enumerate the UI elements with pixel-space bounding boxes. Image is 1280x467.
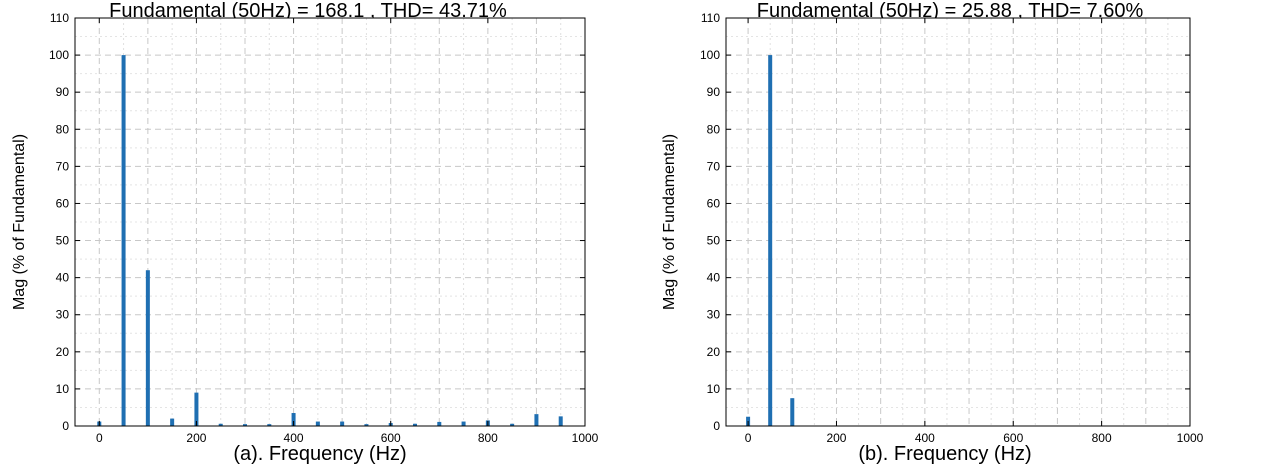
bar-b-100hz [790, 398, 795, 426]
y-axis-label-b: Mag (% of Fundamental) [661, 134, 678, 310]
y-tick-label: 90 [707, 85, 721, 99]
x-tick-label: 400 [915, 431, 935, 445]
bar-a-100hz [145, 270, 150, 426]
y-tick-label: 110 [50, 11, 69, 25]
y-tick-label: 50 [56, 234, 70, 248]
x-tick-label: 200 [186, 431, 206, 445]
y-tick-label: 110 [701, 11, 720, 25]
bar-a-250hz [218, 423, 223, 426]
chart-title-a: Fundamental (50Hz) = 168.1 , THD= 43.71% [109, 0, 507, 22]
x-tick-label: 0 [745, 431, 752, 445]
y-tick-label: 70 [56, 159, 70, 173]
x-tick-label: 800 [1092, 431, 1112, 445]
bar-a-300hz [243, 424, 247, 426]
axes-box-a [74, 17, 586, 427]
y-tick-label: 60 [56, 196, 70, 210]
y-tick-label: 30 [56, 308, 70, 322]
bar-a-500hz [340, 421, 345, 426]
x-tick-label: 200 [826, 431, 846, 445]
bar-a-750hz [461, 421, 466, 426]
y-tick-label: 90 [56, 85, 70, 99]
y-tick-label: 20 [56, 345, 70, 359]
y-axis-label-a: Mag (% of Fundamental) [11, 134, 28, 310]
y-tick-label: 40 [56, 271, 70, 285]
bar-a-450hz [315, 421, 320, 426]
x-tick-label: 800 [478, 431, 498, 445]
x-tick-label: 0 [96, 431, 103, 445]
y-tick-label: 20 [707, 345, 721, 359]
bar-a-50hz [121, 55, 126, 426]
bar-b-50hz [768, 55, 773, 426]
x-axis-label-b: (b). Frequency (Hz) [858, 443, 1031, 465]
axes-box-b [725, 17, 1191, 427]
y-tick-label: 70 [707, 159, 721, 173]
bar-a-150hz [170, 418, 175, 426]
bar-a-200hz [194, 392, 199, 426]
bar-a-650hz [413, 423, 417, 426]
y-tick-label: 50 [707, 234, 721, 248]
x-tick-label: 1000 [1177, 431, 1204, 445]
x-tick-label: 600 [381, 431, 401, 445]
chart-panel-b: Fundamental (50Hz) = 25.88 , THD= 7.60% … [661, 0, 1204, 465]
x-tick-label: 600 [1003, 431, 1023, 445]
bar-a-900hz [534, 414, 539, 426]
y-tick-label: 10 [707, 382, 721, 396]
bar-a-350hz [267, 424, 272, 426]
y-tick-label: 0 [713, 419, 720, 433]
y-tick-label: 10 [56, 382, 70, 396]
x-tick-label: 400 [284, 431, 304, 445]
y-tick-label: 30 [707, 308, 721, 322]
bar-a-950hz [558, 416, 563, 426]
y-tick-label: 0 [62, 419, 69, 433]
y-tick-label: 100 [49, 48, 69, 62]
y-tick-label: 100 [700, 48, 720, 62]
y-tick-label: 80 [56, 122, 70, 136]
y-tick-label: 80 [707, 122, 721, 136]
bar-a-700hz [437, 421, 442, 426]
bar-a-850hz [510, 423, 515, 426]
x-axis-label-a: (a). Frequency (Hz) [233, 443, 406, 465]
chart-title-b: Fundamental (50Hz) = 25.88 , THD= 7.60% [757, 0, 1144, 22]
bar-a-550hz [364, 424, 369, 426]
x-tick-label: 1000 [572, 431, 599, 445]
y-tick-label: 40 [707, 271, 721, 285]
y-tick-label: 60 [707, 196, 721, 210]
chart-panel-a: Fundamental (50Hz) = 168.1 , THD= 43.71%… [11, 0, 599, 465]
bar-a-400hz [291, 413, 296, 426]
